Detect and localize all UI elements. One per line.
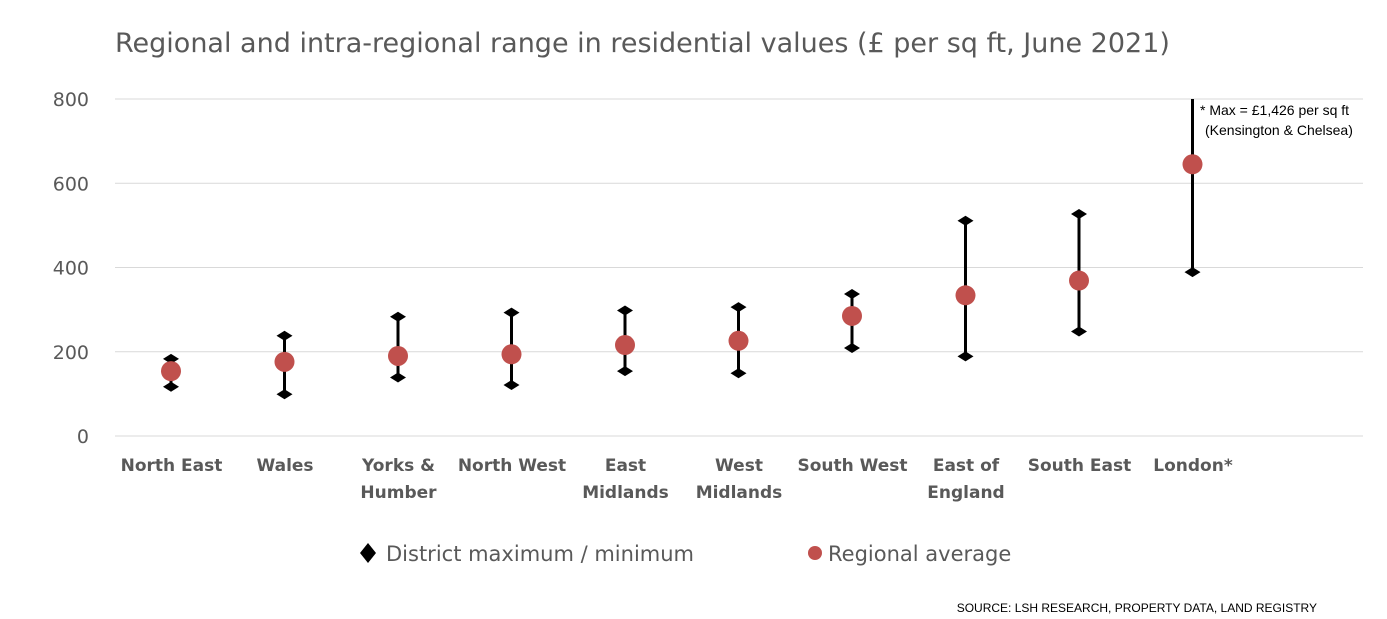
y-tick-label: 400 (53, 258, 89, 280)
x-tick-label: South East (1028, 456, 1132, 476)
max-marker (163, 353, 179, 364)
x-tick-label: West Midlands (696, 456, 783, 503)
annotation-note: (Kensington & Chelsea) (1205, 122, 1353, 138)
legend-label-range: District maximum / minimum (386, 542, 694, 566)
x-tick-label: North East (121, 456, 223, 476)
x-tick-label: South West (797, 456, 907, 476)
average-point (1069, 270, 1089, 291)
min-marker (276, 389, 293, 400)
average-point (161, 361, 181, 382)
max-marker (844, 289, 860, 300)
max-marker (730, 302, 747, 313)
average-point (842, 305, 862, 326)
y-tick-label: 800 (53, 89, 89, 111)
x-tick-label: East Midlands (582, 456, 669, 503)
x-tick-label: Yorks & Humber (360, 456, 437, 503)
legend-label-average: Regional average (828, 542, 1011, 566)
max-marker (276, 330, 293, 341)
max-marker (957, 215, 974, 226)
average-point (501, 344, 522, 365)
max-marker (390, 311, 406, 322)
y-tick-label: 0 (77, 426, 89, 448)
min-marker (390, 372, 406, 383)
gridlines (115, 98, 1363, 437)
average-series (161, 154, 1203, 382)
range-series (163, 99, 1201, 400)
x-axis-ticks: North East Wales Yorks & Humber North West Ea… (121, 456, 1233, 503)
x-tick-label: East of England (927, 456, 1004, 503)
source-note: SOURCE: LSH RESEARCH, PROPERTY DATA, LAN… (957, 601, 1317, 615)
max-marker (1071, 209, 1087, 220)
min-marker (730, 368, 747, 379)
min-marker (617, 366, 633, 377)
average-point (728, 330, 749, 351)
average-point (274, 351, 295, 372)
min-marker (503, 380, 520, 391)
legend-circle-marker (808, 546, 822, 560)
max-marker (503, 307, 520, 318)
x-tick-label: Wales (256, 456, 313, 476)
min-marker (844, 342, 860, 353)
min-marker (1184, 267, 1201, 278)
y-axis-ticks: 0 200 400 600 800 (53, 89, 89, 448)
annotation-max: * Max = £1,426 per sq ft (1200, 102, 1349, 118)
min-marker (957, 351, 974, 362)
average-point (955, 285, 976, 306)
min-marker (163, 381, 179, 392)
legend: District maximum / minimum Regional aver… (360, 542, 1011, 566)
average-point (1182, 154, 1203, 175)
x-tick-label: London* (1153, 456, 1233, 476)
y-tick-label: 200 (53, 342, 89, 364)
average-point (388, 345, 408, 366)
max-marker (617, 305, 633, 316)
x-tick-label: North West (458, 456, 566, 476)
min-marker (1071, 326, 1087, 337)
y-tick-label: 600 (53, 173, 89, 195)
average-point (615, 335, 635, 356)
chart-title: Regional and intra-regional range in res… (115, 28, 1170, 59)
legend-diamond-marker (360, 543, 376, 563)
